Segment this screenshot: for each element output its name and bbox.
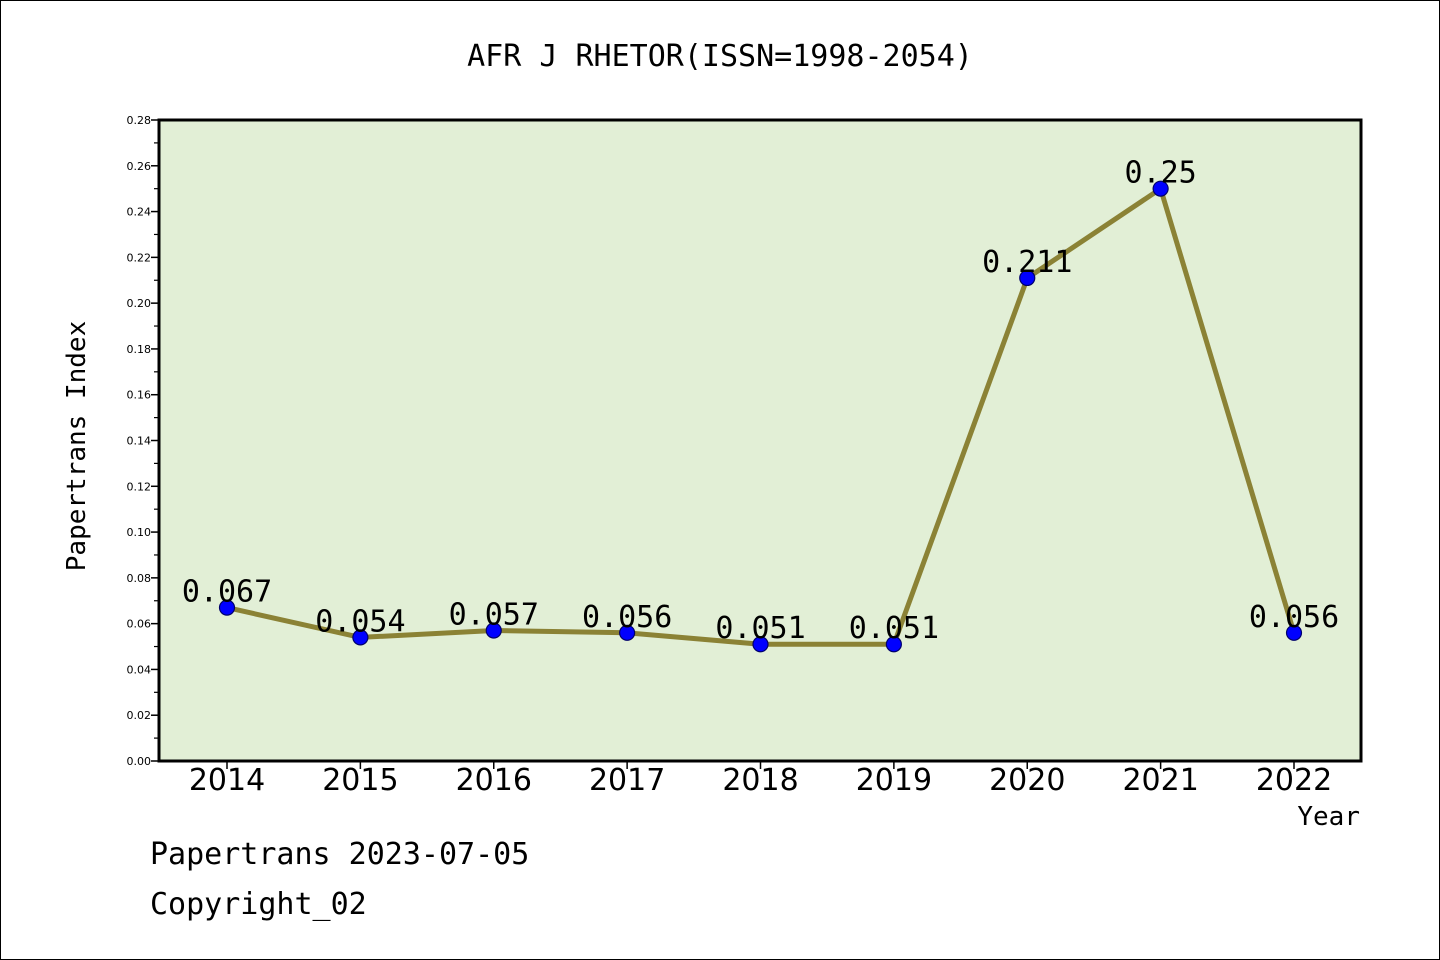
x-axis: 2014 2015 2016 2017 2018 2019 2020 2021 2022	[189, 761, 1332, 798]
data-point	[752, 636, 769, 653]
data-label: 0.054	[315, 604, 405, 639]
x-tick-label: 2014	[189, 763, 265, 798]
data-label: 0.051	[849, 611, 939, 646]
y-tick-label: 0.00	[127, 755, 152, 768]
x-axis-title: Year	[1297, 802, 1360, 832]
x-tick-label: 2015	[322, 763, 398, 798]
data-point	[485, 622, 502, 639]
data-point	[885, 636, 902, 653]
data-label: 0.067	[182, 575, 272, 610]
data-point	[1152, 180, 1169, 197]
y-tick-label: 0.12	[127, 480, 152, 493]
data-point	[1019, 269, 1036, 287]
x-tick-label: 2017	[589, 763, 665, 798]
y-tick-label: 0.02	[127, 709, 152, 722]
y-tick-label: 0.08	[127, 572, 152, 585]
data-label: 0.051	[715, 611, 805, 646]
x-tick-label: 2020	[989, 763, 1065, 798]
data-point	[1285, 624, 1303, 641]
y-tick-label: 0.16	[127, 389, 152, 402]
y-tick-label: 0.10	[127, 526, 152, 539]
data-points	[218, 180, 1303, 653]
x-tick-label: 2016	[456, 763, 532, 798]
y-tick-label: 0.20	[127, 297, 152, 310]
x-tick-label: 2018	[722, 763, 798, 798]
y-tick-label: 0.04	[127, 663, 152, 676]
y-axis: 0.00 0.02 0.04 0.06 0.08 0.10 0.12 0.14 0.16 0.18…	[127, 114, 159, 768]
x-tick-label: 2019	[856, 763, 932, 798]
y-tick-label: 0.22	[127, 251, 152, 264]
plot-area	[157, 118, 1363, 763]
data-label: 0.25	[1125, 156, 1197, 191]
chart-title: AFR J RHETOR(ISSN=1998-2054)	[467, 39, 973, 74]
footer-copyright: Copyright_02	[150, 887, 367, 922]
y-tick-label: 0.24	[127, 206, 152, 219]
data-label: 0.057	[449, 598, 539, 633]
x-tick-label: 2022	[1256, 763, 1332, 798]
y-tick-label: 0.26	[127, 160, 152, 173]
y-tick-label: 0.28	[127, 114, 152, 127]
y-tick-label: 0.06	[127, 618, 152, 631]
data-point	[352, 629, 369, 646]
data-label: 0.056	[582, 600, 672, 635]
footer-date: Papertrans 2023-07-05	[150, 837, 529, 872]
data-point	[218, 599, 236, 616]
data-label: 0.056	[1249, 600, 1339, 635]
data-point	[619, 624, 636, 641]
x-tick-label: 2021	[1122, 763, 1198, 798]
data-labels: 0.067 0.054 0.057 0.056 0.051 0.051 0.211 0.25 0…	[182, 156, 1339, 647]
y-tick-label: 0.18	[127, 343, 152, 356]
y-axis-title: Papertrans Index	[62, 321, 92, 571]
y-tick-label: 0.14	[127, 435, 152, 448]
data-label: 0.211	[982, 245, 1072, 280]
